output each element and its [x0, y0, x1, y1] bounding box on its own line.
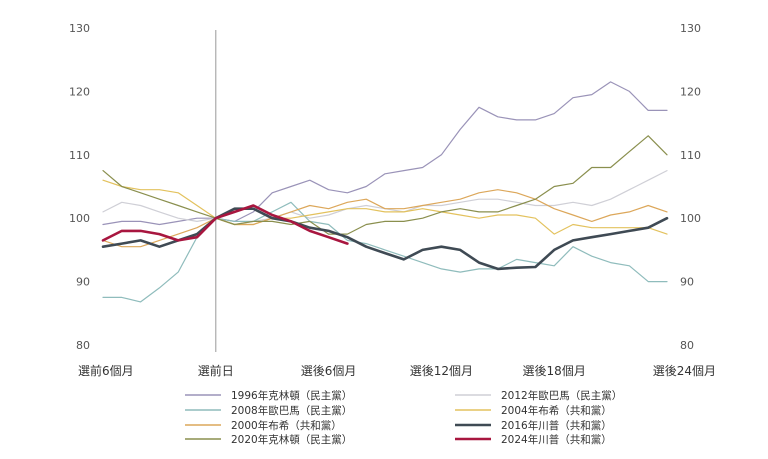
y-axis-right: 80 90 100 110 120 130 — [680, 22, 701, 352]
legend-label: 2024年川普（共和黨） — [501, 433, 612, 446]
legend-label: 2000年布希（共和黨） — [231, 419, 342, 432]
x-tick-label: 選前日 — [198, 363, 234, 378]
y-tick-label-right: 120 — [680, 85, 701, 98]
x-tick-label: 選後12個月 — [410, 364, 473, 378]
y-tick-label-left: 100 — [69, 212, 90, 225]
x-axis: 選前6個月 選前日 選後6個月 選後12個月 選後18個月 選後24個月 — [78, 363, 716, 378]
series-line — [102, 189, 668, 248]
legend-label: 2016年川普（共和黨） — [501, 419, 612, 432]
y-axis-left: 80 90 100 110 120 130 — [69, 22, 90, 352]
y-tick-label-right: 110 — [680, 149, 701, 162]
y-tick-label-left: 80 — [76, 339, 90, 352]
series-line — [102, 170, 668, 226]
y-tick-label-right: 100 — [680, 212, 701, 225]
legend-label: 2008年歐巴馬（民主黨） — [231, 404, 352, 417]
series-line — [101, 204, 349, 245]
y-tick-label-right: 130 — [680, 22, 701, 35]
x-tick-label: 選後6個月 — [301, 364, 357, 378]
y-tick-label-right: 80 — [680, 339, 694, 352]
series-line — [102, 179, 668, 235]
x-tick-label: 選前6個月 — [78, 363, 134, 378]
legend: 1996年克林頓（民主黨） 2012年歐巴馬（民主黨） 2008年歐巴馬（民主黨） 2… — [185, 389, 622, 446]
series-layer — [101, 81, 669, 303]
legend-label: 2012年歐巴馬（民主黨） — [501, 389, 622, 402]
legend-label: 1996年克林頓（民主黨） — [231, 389, 352, 402]
series-line — [101, 207, 669, 271]
y-tick-label-left: 110 — [69, 149, 90, 162]
legend-label: 2020年克林頓（民主黨） — [231, 433, 352, 446]
legend-label: 2004年布希（共和黨） — [501, 404, 612, 417]
x-tick-label: 選後24個月 — [653, 364, 716, 378]
y-tick-label-left: 120 — [69, 85, 90, 98]
series-line — [102, 81, 668, 226]
y-tick-label-left: 130 — [69, 22, 90, 35]
y-tick-label-right: 90 — [680, 276, 694, 289]
y-tick-label-left: 90 — [76, 276, 90, 289]
x-tick-label: 選後18個月 — [523, 364, 586, 378]
series-line — [102, 135, 668, 235]
